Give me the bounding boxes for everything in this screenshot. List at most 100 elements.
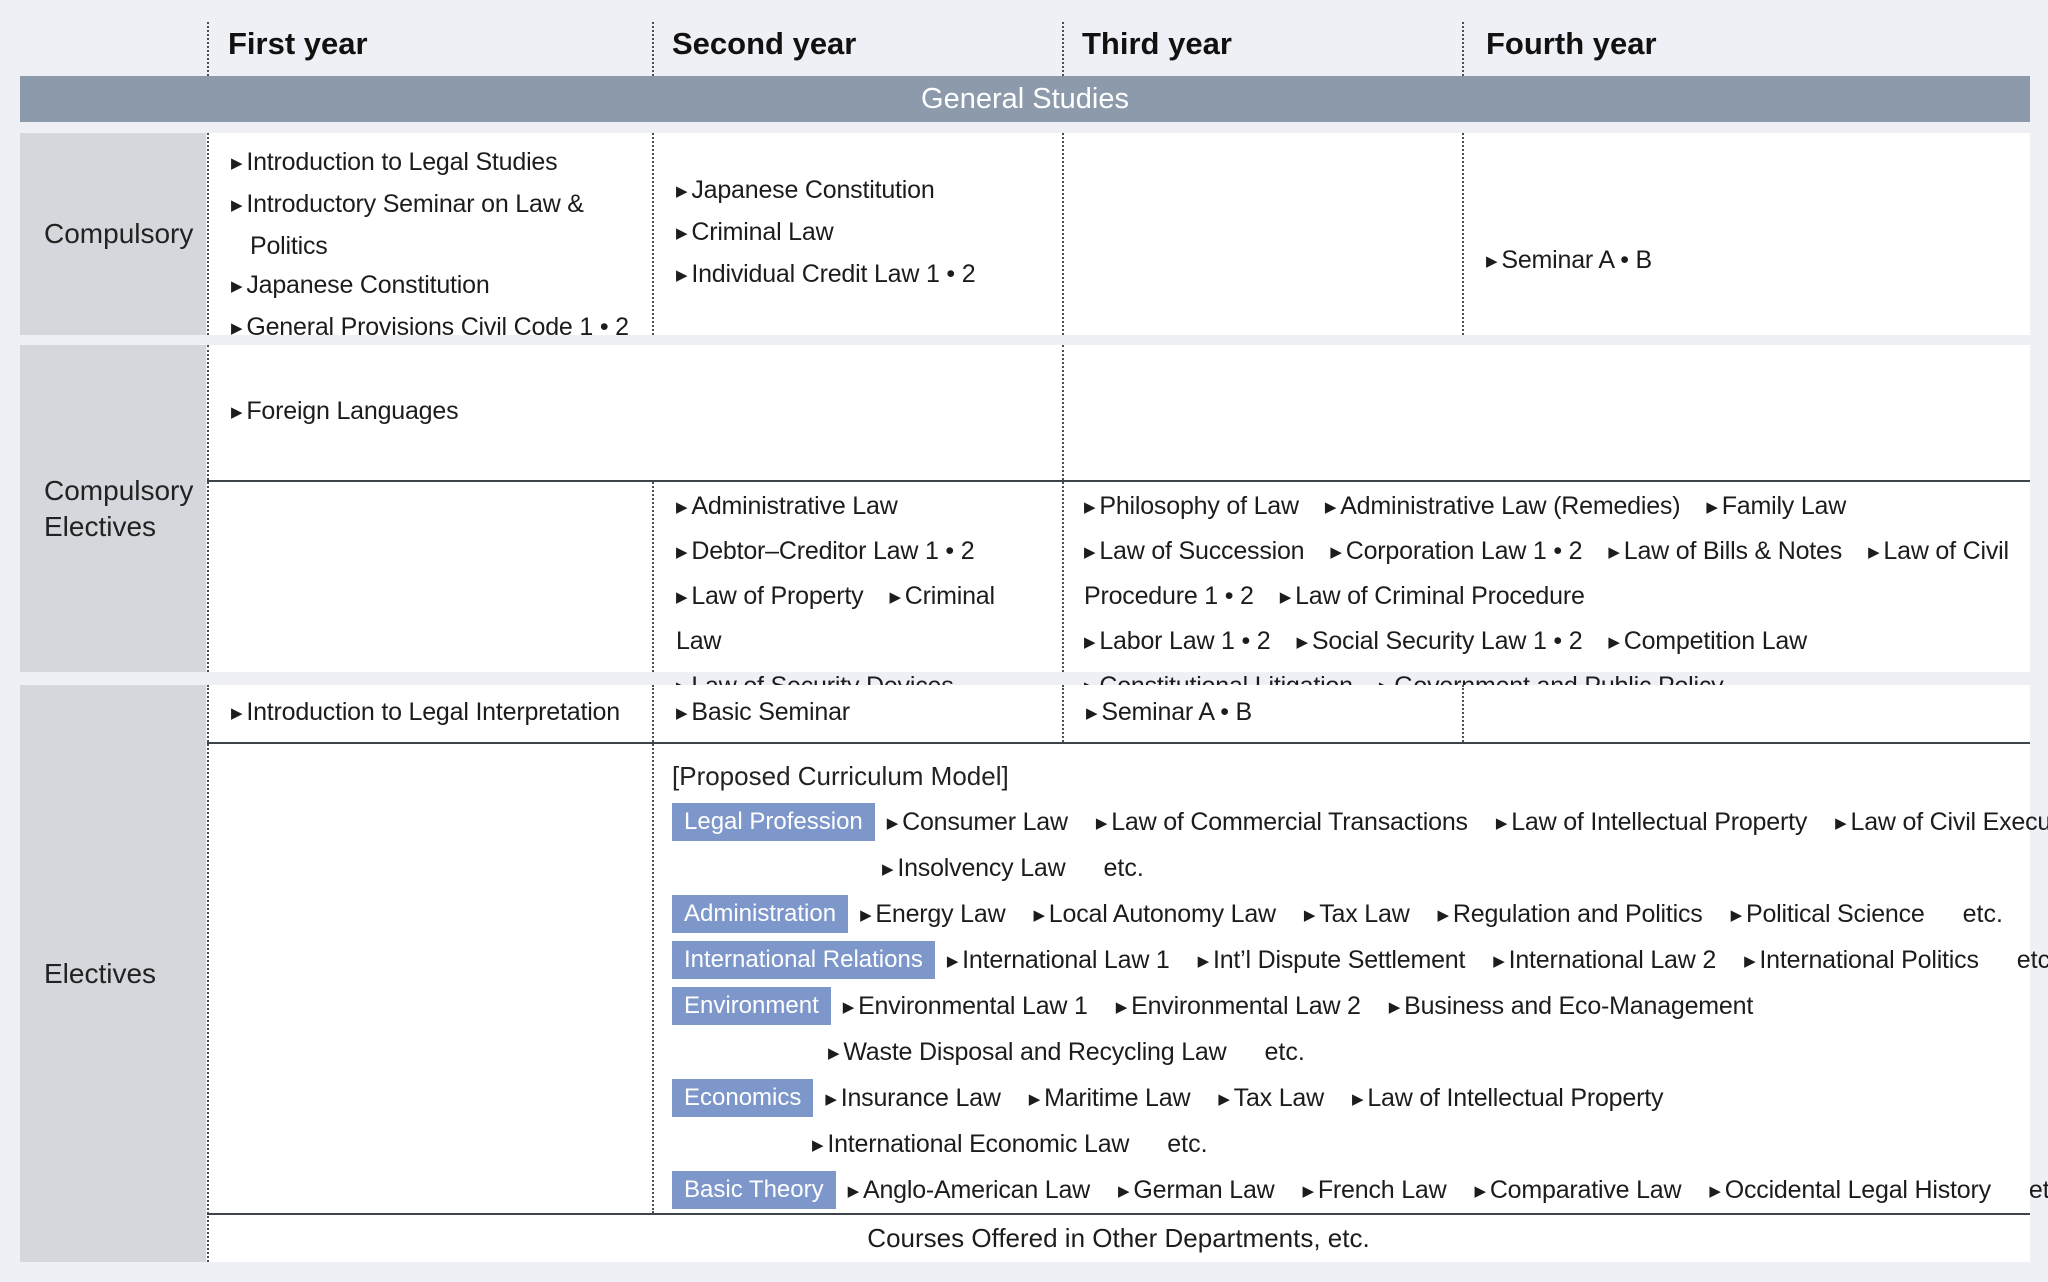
course-list: ▶ International Law 1 ▶ Int’l Dispute Settl… [947, 946, 2007, 975]
row-label-compulsory-electives: Compulsory Electives [20, 345, 206, 672]
triangle-bullet-icon: ▶ [676, 589, 688, 606]
row-label-text: Compulsory [44, 474, 194, 506]
course-item: ▶ Law of Succession [1084, 537, 1305, 565]
triangle-bullet-icon: ▶ [1033, 906, 1045, 924]
other-departments-note: Courses Offered in Other Departments, et… [867, 1223, 1370, 1253]
course-line: ▶ Administrative Law [676, 488, 1062, 533]
course-item: ▶ Insolvency Law [882, 853, 1066, 882]
triangle-bullet-icon: ▶ [1084, 499, 1096, 516]
column-divider [1062, 22, 1064, 76]
course-item: ▶ Business and Eco-Management [1388, 991, 1754, 1020]
triangle-bullet-icon: ▶ [842, 998, 855, 1016]
model-title-row: [Proposed Curriculum Model] [672, 756, 2020, 796]
column-divider [207, 22, 209, 76]
triangle-bullet-icon: ▶ [231, 704, 243, 722]
year-header-second: Second year [672, 26, 857, 61]
triangle-bullet-icon: ▶ [676, 183, 688, 200]
triangle-bullet-icon: ▶ [1084, 634, 1096, 651]
row-divider [207, 480, 2030, 482]
course-line: ▶ Philosophy of Law ▶ Administrative Law (R… [1084, 488, 2024, 533]
cell-electives-year3: ▶ Seminar A • B [1062, 685, 1462, 742]
triangle-bullet-icon: ▶ [676, 544, 688, 561]
triangle-bullet-icon: ▶ [1474, 1182, 1486, 1200]
track-row-environment: Environment ▶ Environmental Law 1 ▶ Environ… [672, 986, 2020, 1026]
course-item: ▶ German Law [1118, 1175, 1275, 1204]
triangle-bullet-icon: ▶ [231, 197, 243, 214]
year-header-first: First year [228, 26, 368, 61]
course-list: ▶ Environmental Law 1 ▶ Environmental Law 2… [843, 992, 1781, 1021]
course-item: ▶ Basic Seminar [676, 697, 850, 726]
course-line: ▶ Law of Property ▶ Criminal Law [676, 578, 1062, 668]
course-item: ▶ Int’l Dispute Settlement [1197, 945, 1466, 974]
triangle-bullet-icon: ▶ [676, 704, 688, 722]
triangle-bullet-icon: ▶ [1486, 252, 1498, 270]
column-divider [652, 22, 654, 76]
triangle-bullet-icon: ▶ [1730, 906, 1743, 924]
triangle-bullet-icon: ▶ [886, 814, 899, 832]
triangle-bullet-icon: ▶ [828, 1044, 840, 1062]
course-item: ▶ Environmental Law 2 [1115, 991, 1361, 1020]
etc-label: etc. [1167, 1129, 1208, 1158]
course-item: ▶ International Law 2 [1493, 945, 1717, 974]
track-row-legal-profession: Legal Profession ▶ Consumer Law ▶ Law of Co… [672, 802, 2048, 842]
course-item: ▶ Administrative Law [676, 492, 898, 520]
triangle-bullet-icon: ▶ [946, 952, 959, 970]
course-line: ▶ Debtor–Creditor Law 1 • 2 [676, 533, 1062, 578]
other-departments-row: Courses Offered in Other Departments, et… [207, 1215, 2030, 1262]
course-item: ▶ Environmental Law 1 [842, 991, 1088, 1020]
course-list: ▶ Waste Disposal and Recycling Law [828, 1038, 1254, 1067]
triangle-bullet-icon: ▶ [1744, 952, 1756, 970]
course-item: ▶ Law of Intellectual Property [1495, 807, 1808, 836]
course-item: ▶ Law of Intellectual Property [1351, 1083, 1664, 1112]
general-studies-banner: General Studies [20, 76, 2030, 122]
course-item: ▶ Seminar A • B [1086, 697, 1253, 726]
course-item: ▶ Labor Law 1 • 2 [1084, 627, 1271, 655]
triangle-bullet-icon: ▶ [1115, 998, 1128, 1016]
triangle-bullet-icon: ▶ [231, 403, 243, 421]
triangle-bullet-icon: ▶ [1324, 499, 1337, 516]
triangle-bullet-icon: ▶ [1296, 634, 1309, 651]
column-divider [207, 345, 209, 672]
course-item: ▶ Anglo-American Law [847, 1175, 1091, 1204]
cell-electives-year1: ▶ Introduction to Legal Interpretation [207, 685, 652, 742]
column-divider [652, 482, 654, 672]
course-item: ▶ Family Law [1706, 492, 1847, 520]
course-item: ▶ Occidental Legal History [1709, 1175, 1991, 1204]
triangle-bullet-icon: ▶ [847, 1182, 860, 1200]
course-item: ▶ Tax Law [1303, 899, 1410, 928]
course-item: ▶ Insurance Law [825, 1083, 1001, 1112]
course-item: ▶ Political Science [1730, 899, 1925, 928]
course-list: ▶ Consumer Law ▶ Law of Commercial Transact… [887, 808, 2048, 837]
etc-label: etc. [1103, 853, 1144, 882]
triangle-bullet-icon: ▶ [231, 155, 243, 172]
course-list: ▶ International Economic Law [812, 1130, 1157, 1159]
course-item: ▶ Consumer Law [886, 807, 1068, 836]
triangle-bullet-icon: ▶ [1197, 952, 1210, 970]
column-divider [1062, 345, 1064, 672]
triangle-bullet-icon: ▶ [1835, 814, 1847, 832]
course-item: ▶ Law of Civil Procedure 1 • 2 [1084, 537, 2009, 610]
triangle-bullet-icon: ▶ [1351, 1090, 1364, 1108]
course-item: ▶Law of Civil Execution [1835, 807, 2048, 836]
triangle-bullet-icon: ▶ [1028, 1090, 1041, 1108]
course-item: ▶ Law of Commercial Transactions [1095, 807, 1468, 836]
course-line: ▶ Law of Succession ▶ Corporation Law 1 • 2… [1084, 533, 2024, 623]
triangle-bullet-icon: ▶ [676, 225, 688, 242]
track-row-economics: Economics ▶ Insurance Law ▶ Maritime Law ▶ Ta… [672, 1078, 2020, 1118]
course-item: ▶ Tax Law [1218, 1083, 1324, 1112]
course-item: ▶ Social Security Law 1 • 2 [1296, 627, 1583, 655]
course-item: ▶ Introductory Seminar on Law & Politics [231, 190, 584, 260]
triangle-bullet-icon: ▶ [676, 267, 688, 284]
compulsory-electives-row-background [207, 345, 2030, 672]
course-list: ▶ Insurance Law ▶ Maritime Law ▶ Tax Law ▶ Law … [825, 1084, 1691, 1113]
course-item: ▶ Law of Bills & Notes [1608, 537, 1843, 565]
column-divider [1462, 22, 1464, 76]
category-badge: Environment [672, 987, 831, 1025]
category-badge: Legal Profession [672, 803, 875, 841]
etc-label: etc. [2016, 945, 2048, 974]
etc-label: etc. [2028, 1175, 2048, 1204]
triangle-bullet-icon: ▶ [1218, 1090, 1230, 1108]
row-divider [207, 1213, 2030, 1215]
cell-compulsory-electives-year34: ▶ Philosophy of Law ▶ Administrative Law (R… [1062, 482, 2030, 700]
